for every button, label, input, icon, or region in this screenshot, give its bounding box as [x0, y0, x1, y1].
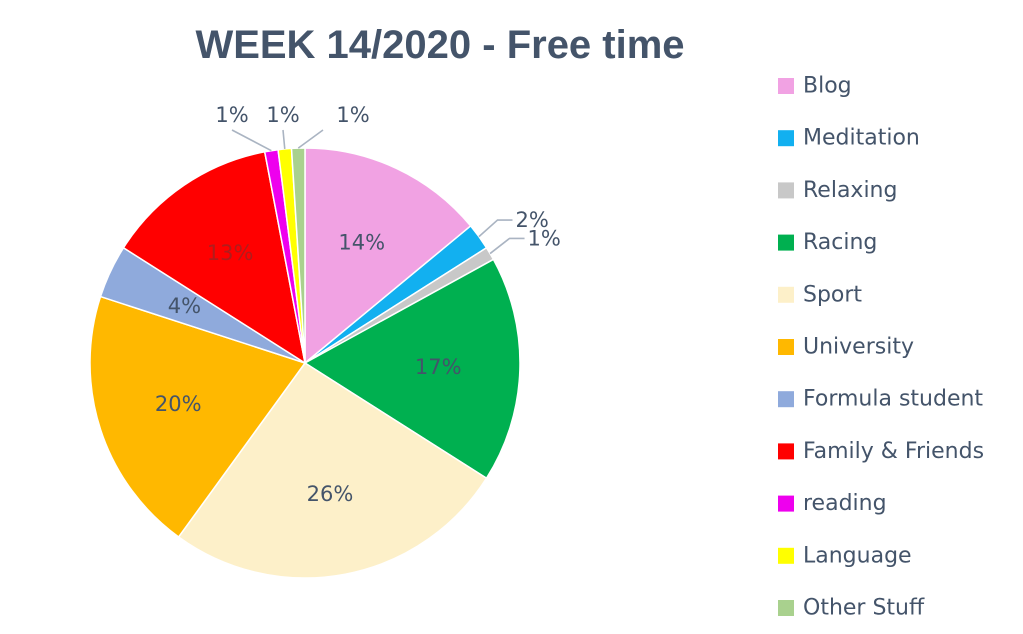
legend-label: Meditation	[803, 126, 920, 151]
leader-line-relaxing	[489, 237, 525, 255]
leader-line-reading	[231, 129, 272, 152]
legend-item-family-and-friends: Family & Friends	[778, 439, 984, 464]
legend-label: reading	[803, 491, 887, 516]
legend-swatch	[778, 234, 794, 251]
data-label-formula-student: 4%	[168, 294, 201, 318]
leader-line-other-stuff	[297, 129, 324, 149]
data-label-language: 1%	[266, 103, 299, 127]
legend-label: Racing	[803, 230, 877, 255]
legend-label: Other Stuff	[803, 596, 925, 621]
legend-label: Formula student	[803, 387, 983, 412]
legend-label: University	[803, 335, 914, 360]
legend-swatch	[778, 495, 794, 512]
legend: Blog Meditation Relaxing Racing Sport Univers…	[778, 74, 984, 621]
legend-swatch	[778, 391, 794, 408]
data-label-other-stuff: 1%	[336, 103, 369, 127]
legend-item-sport: Sport	[778, 282, 862, 307]
data-label-university: 20%	[155, 392, 202, 416]
legend-item-blog: Blog	[778, 74, 852, 99]
legend-label: Relaxing	[803, 178, 897, 203]
data-labels: 14%2%1%17%26%20%4%13%1% 1% 1%	[155, 103, 561, 506]
leader-line-language	[282, 129, 286, 150]
chart-title: WEEK 14/2020 - Free time	[195, 23, 684, 67]
legend-swatch	[778, 130, 794, 147]
legend-label: Blog	[803, 74, 852, 99]
data-label-sport: 26%	[307, 482, 354, 506]
data-label-family-and-friends: 13%	[207, 241, 254, 265]
legend-swatch	[778, 78, 794, 94]
legend-item-relaxing: Relaxing	[778, 178, 897, 203]
legend-swatch	[778, 286, 794, 303]
legend-swatch	[778, 182, 794, 199]
legend-swatch	[778, 547, 794, 564]
legend-item-university: University	[778, 335, 914, 360]
data-label-racing: 17%	[415, 355, 462, 379]
data-label-meditation: 2%	[516, 208, 549, 232]
legend-item-formula-student: Formula student	[778, 387, 983, 412]
slice-racing	[303, 258, 521, 480]
legend-item-meditation: Meditation	[778, 126, 920, 151]
legend-label: Sport	[803, 282, 862, 307]
data-label-reading: 1%	[215, 103, 248, 127]
slice-university	[89, 295, 307, 538]
legend-item-racing: Racing	[778, 230, 877, 255]
data-label-blog: 14%	[338, 230, 385, 254]
slice-blog	[304, 147, 472, 365]
legend-swatch	[778, 600, 794, 616]
leader-lines	[231, 129, 525, 255]
legend-swatch	[778, 443, 794, 460]
legend-label: Language	[803, 543, 912, 568]
legend-item-other-stuff: Other Stuff	[778, 596, 925, 621]
legend-item-language: Language	[778, 543, 912, 568]
legend-label: Family & Friends	[803, 439, 984, 464]
legend-item-reading: reading	[778, 491, 887, 516]
slice-family-and-friends	[122, 150, 307, 365]
legend-swatch	[778, 339, 794, 355]
slice-sport	[177, 361, 488, 579]
leader-line-meditation	[478, 219, 513, 238]
data-label-relaxing: 1%	[528, 226, 561, 250]
